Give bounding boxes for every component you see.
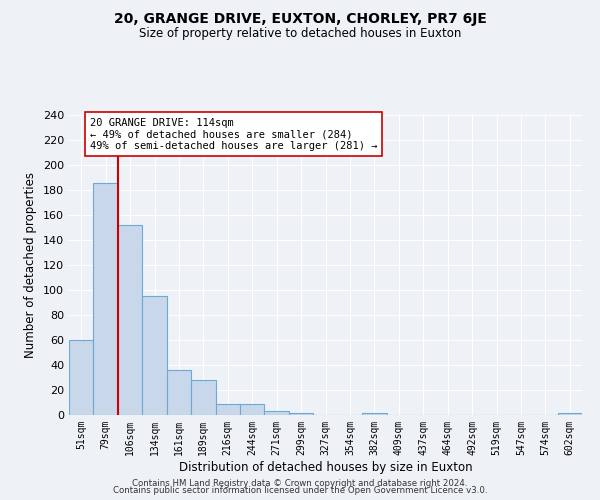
Bar <box>289 412 313 415</box>
Bar <box>69 340 94 415</box>
Bar <box>167 370 191 415</box>
Bar <box>240 404 265 415</box>
Bar <box>94 182 118 415</box>
Text: Size of property relative to detached houses in Euxton: Size of property relative to detached ho… <box>139 28 461 40</box>
Bar <box>557 412 582 415</box>
X-axis label: Distribution of detached houses by size in Euxton: Distribution of detached houses by size … <box>179 460 472 473</box>
Text: 20, GRANGE DRIVE, EUXTON, CHORLEY, PR7 6JE: 20, GRANGE DRIVE, EUXTON, CHORLEY, PR7 6… <box>113 12 487 26</box>
Y-axis label: Number of detached properties: Number of detached properties <box>25 172 37 358</box>
Text: 20 GRANGE DRIVE: 114sqm
← 49% of detached houses are smaller (284)
49% of semi-d: 20 GRANGE DRIVE: 114sqm ← 49% of detache… <box>90 118 377 150</box>
Bar <box>362 412 386 415</box>
Bar <box>215 404 240 415</box>
Bar <box>191 380 215 415</box>
Text: Contains public sector information licensed under the Open Government Licence v3: Contains public sector information licen… <box>113 486 487 495</box>
Bar <box>142 296 167 415</box>
Bar <box>265 411 289 415</box>
Bar <box>118 225 142 415</box>
Text: Contains HM Land Registry data © Crown copyright and database right 2024.: Contains HM Land Registry data © Crown c… <box>132 478 468 488</box>
